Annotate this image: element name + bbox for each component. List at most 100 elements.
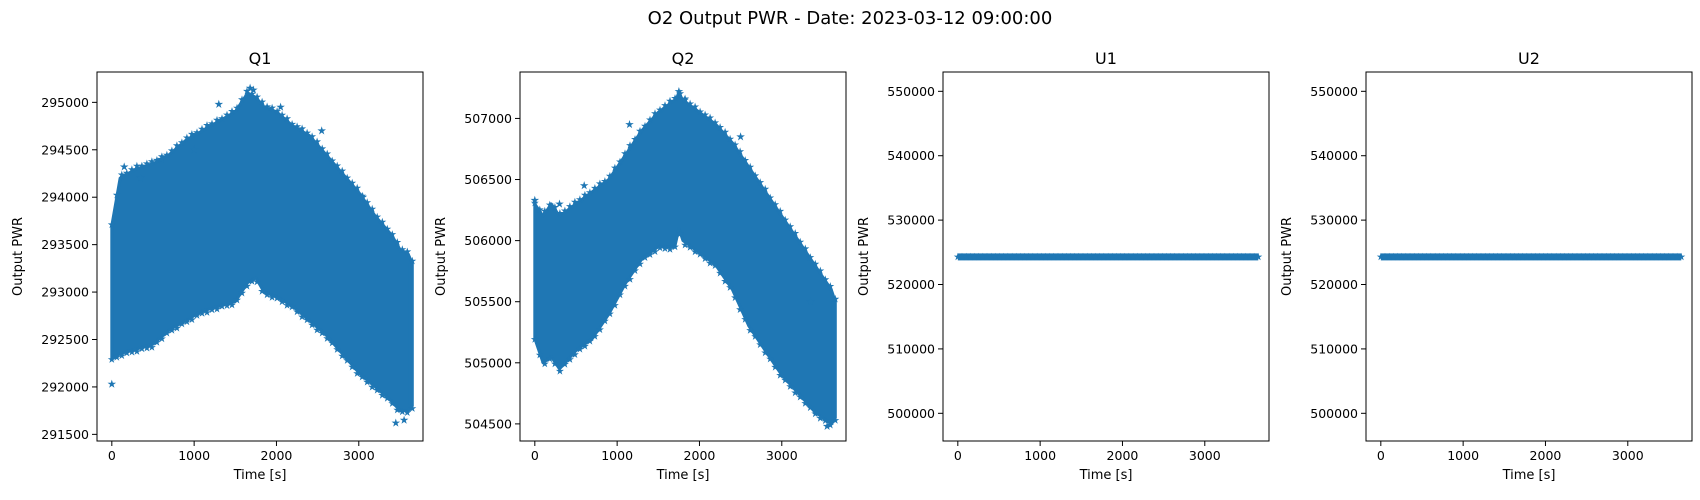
data-point [403, 408, 412, 416]
y-tick-label: 505000 [464, 355, 512, 370]
data-point [388, 399, 397, 407]
data-point [107, 220, 116, 229]
data-point [117, 170, 126, 179]
data-point [1024, 252, 1033, 261]
data-point [766, 354, 775, 363]
data-point [1472, 252, 1481, 261]
data-point [1162, 252, 1171, 261]
data-point [147, 343, 156, 351]
y-tick-label: 520000 [1310, 277, 1358, 292]
y-tick-label: 505500 [464, 294, 512, 309]
data-point [1410, 252, 1419, 261]
data-point [283, 301, 292, 309]
data-point [408, 256, 417, 265]
data-point [238, 95, 246, 103]
data-point [152, 156, 161, 164]
data-point [616, 157, 624, 166]
y-tick-label: 520000 [887, 277, 935, 292]
data-point [253, 92, 262, 101]
data-point [343, 356, 352, 364]
data-point [1145, 252, 1154, 261]
outlier-point [119, 162, 129, 171]
x-tick-label: 2000 [261, 448, 293, 463]
data-point [228, 107, 236, 115]
data-point [182, 317, 191, 326]
data-point [288, 120, 297, 128]
data-point [1606, 252, 1615, 261]
data-point [1049, 252, 1058, 261]
data-point [318, 144, 327, 153]
data-point [1141, 252, 1150, 261]
data-point [1124, 252, 1133, 261]
data-point [1041, 252, 1050, 261]
data-point [1602, 252, 1611, 261]
data-point [1104, 252, 1113, 261]
data-point [806, 403, 815, 412]
data-point [1401, 252, 1410, 261]
y-tick-label: 530000 [1310, 213, 1358, 228]
data-point [1556, 252, 1565, 261]
data-point [1091, 252, 1100, 261]
data-point [666, 245, 674, 253]
data-point [137, 161, 146, 170]
data-point [696, 107, 705, 116]
y-tick-label: 295000 [41, 95, 89, 110]
data-point [540, 359, 549, 368]
data-point [1008, 252, 1017, 261]
data-point [691, 247, 700, 256]
data-point [152, 338, 161, 346]
data-point [1137, 252, 1146, 261]
data-point [162, 329, 171, 337]
data-point [142, 159, 151, 168]
data-point [1095, 252, 1104, 261]
data-point [1477, 252, 1485, 261]
y-tick-label: 530000 [887, 213, 935, 228]
y-tick-label: 293500 [41, 237, 89, 252]
axes-frame [1365, 71, 1693, 442]
data-point [177, 138, 186, 146]
data-point [560, 206, 569, 215]
data-point [751, 171, 760, 180]
data-point [398, 245, 407, 253]
data-point [278, 297, 287, 306]
outlier-point [391, 418, 401, 427]
data-point [766, 193, 775, 202]
data-point [756, 340, 765, 349]
data-point [786, 382, 795, 390]
data-point [298, 124, 307, 133]
data-point [333, 345, 342, 353]
data-point [1187, 252, 1196, 261]
data-point [831, 294, 840, 303]
data-point [676, 229, 685, 238]
data-point [1422, 252, 1431, 261]
data-point [162, 150, 171, 159]
data-point [1389, 252, 1398, 261]
data-point [610, 163, 619, 172]
data-point [1179, 252, 1188, 261]
data-point [1385, 252, 1394, 261]
data-point [1514, 252, 1523, 261]
data-point [1656, 252, 1665, 261]
subplot-q2: Q2 0 1000 2000 3000 504500 505000 505500 506000 5… [434, 49, 847, 483]
data-point [656, 243, 664, 252]
data-point [1497, 252, 1506, 261]
data-point [383, 224, 392, 233]
data-point [1677, 252, 1686, 261]
data-point [974, 252, 983, 261]
data-point [816, 266, 825, 275]
data-point [796, 392, 805, 401]
data-point [213, 304, 221, 313]
data-point [1003, 252, 1012, 261]
data-point [308, 320, 317, 329]
data-point [530, 335, 539, 343]
data-point [1664, 252, 1673, 261]
data-point [258, 287, 267, 295]
outlier-point [806, 297, 815, 306]
data-point [565, 202, 574, 210]
data-point [353, 369, 362, 377]
data-point [771, 363, 780, 371]
data-point [995, 252, 1004, 261]
data-point [1543, 252, 1552, 261]
data-point [268, 103, 277, 112]
data-point [1087, 252, 1096, 261]
